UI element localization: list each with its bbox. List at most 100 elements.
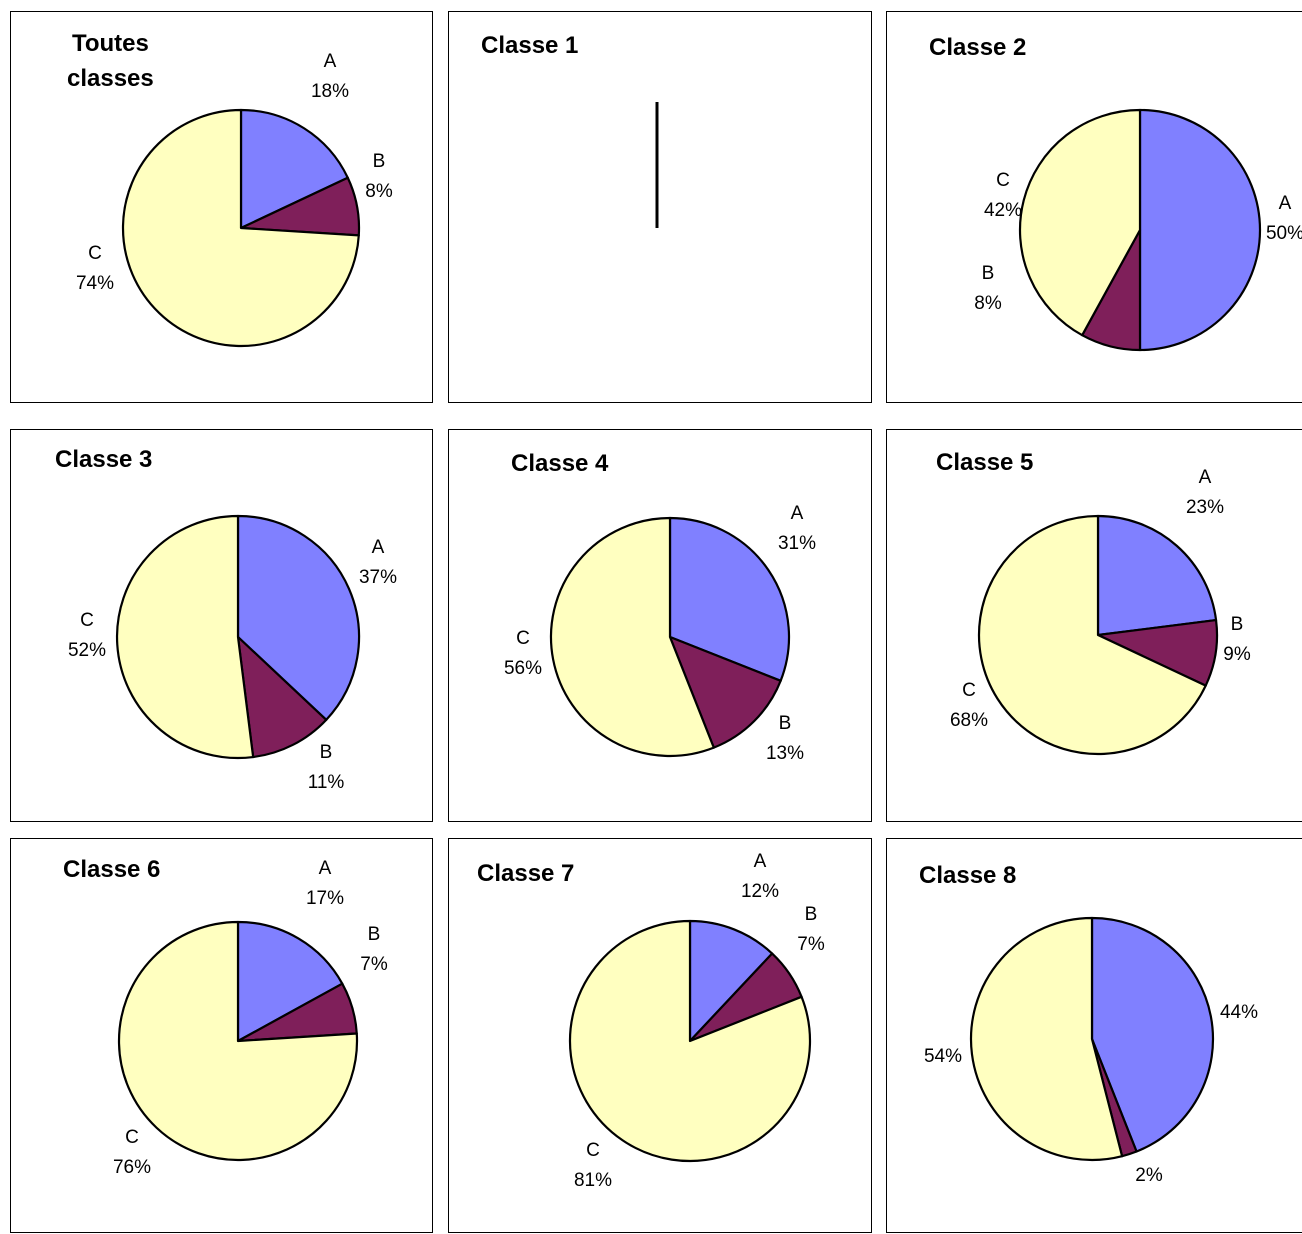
slice-label-percent: 54% xyxy=(924,1046,962,1067)
slice-label-percent: 44% xyxy=(1220,1002,1258,1023)
slice-label-percent: 17% xyxy=(306,888,344,909)
pie-chart: A 31% B 13% C 56% xyxy=(504,503,816,764)
pie-chart: 44% 2% 54% xyxy=(924,916,1258,1186)
chart-title-line: Classe 3 xyxy=(55,446,153,473)
slice-label-percent: 42% xyxy=(984,200,1022,221)
chart-title: Classe 3 xyxy=(55,442,152,477)
chart-panel: Classe 3 A 37% B 11% C 52% xyxy=(10,429,433,822)
pie-slice-a xyxy=(1096,514,1218,637)
slice-label-percent: 74% xyxy=(76,273,114,294)
slice-label-category: B xyxy=(320,742,333,763)
slice-label-category: B xyxy=(368,924,381,945)
slice-label-percent: 23% xyxy=(1186,497,1224,518)
slice-label-category: C xyxy=(516,628,530,649)
slice-label-percent: 37% xyxy=(359,567,397,588)
slice-label-category: A xyxy=(324,51,337,72)
pie-slice-c xyxy=(115,514,255,760)
slice-label-category: A xyxy=(754,851,767,872)
pie-slice-a xyxy=(1138,108,1262,352)
chart-title-line: classes xyxy=(67,65,154,92)
pie-chart: A 37% B 11% C 52% xyxy=(68,514,397,793)
chart-title: Classe 7 xyxy=(477,856,574,891)
chart-title: Classe 6 xyxy=(63,852,160,887)
pie-slice-a xyxy=(236,920,344,1043)
slice-label-category: B xyxy=(805,904,818,925)
slice-label-percent: 9% xyxy=(1223,644,1251,665)
slice-label-category: A xyxy=(1279,193,1292,214)
slice-label-category: A xyxy=(791,503,804,524)
slice-label-category: C xyxy=(996,170,1010,191)
slice-label-percent: 13% xyxy=(766,743,804,764)
pie-chart: A 12% B 7% C 81% xyxy=(568,851,825,1191)
chart-title: Classe 8 xyxy=(919,858,1016,893)
slice-label-percent: 12% xyxy=(741,881,779,902)
pie-slice-c xyxy=(117,920,359,1162)
chart-panel: Classe 4 A 31% B 13% C 56% xyxy=(448,429,872,822)
chart-title-line: Classe 2 xyxy=(929,34,1027,61)
chart-title-line: Classe 8 xyxy=(919,862,1017,889)
slice-label-percent: 2% xyxy=(1135,1165,1163,1186)
slice-label-percent: 56% xyxy=(504,658,542,679)
chart-panel: Classe 5 A 23% B 9% C 68% xyxy=(886,429,1302,822)
chart-title: Classe 5 xyxy=(936,445,1033,480)
chart-title-line: Classe 4 xyxy=(511,450,609,477)
pie-chart xyxy=(655,102,659,228)
chart-panel: Classe 1 xyxy=(448,11,872,403)
slice-label-category: A xyxy=(319,858,332,879)
slice-label-category: C xyxy=(586,1140,600,1161)
pie-slice-c xyxy=(977,514,1207,756)
slice-label-percent: 8% xyxy=(365,181,393,202)
slice-label-percent: 52% xyxy=(68,640,106,661)
pie-chart: A 17% B 7% C 76% xyxy=(113,858,388,1178)
slice-label-category: B xyxy=(982,263,995,284)
chart-title: Classe 4 xyxy=(511,446,608,481)
slice-label-percent: 7% xyxy=(360,954,388,975)
chart-panel: Classe 2 A 50% B 8% C 42% xyxy=(886,11,1302,403)
chart-title-line: Classe 7 xyxy=(477,860,575,887)
slice-label-percent: 76% xyxy=(113,1157,151,1178)
slice-label-category: C xyxy=(962,680,976,701)
slice-label-category: C xyxy=(80,610,94,631)
slice-label-percent: 7% xyxy=(797,934,825,955)
slice-label-category: B xyxy=(1231,614,1244,635)
slice-label-category: A xyxy=(1199,467,1212,488)
pie-slice-a xyxy=(239,108,349,230)
pie-slice-c xyxy=(121,108,360,348)
pie-slice-b xyxy=(668,635,782,749)
slice-label-category: C xyxy=(125,1127,139,1148)
slice-label-category: C xyxy=(88,243,102,264)
pie-chart: A 50% B 8% C 42% xyxy=(974,108,1302,352)
pie-slice-c xyxy=(568,919,812,1163)
pie-slice-a xyxy=(236,514,361,721)
slice-label-percent: 50% xyxy=(1266,223,1302,244)
pie-slice-a xyxy=(688,919,774,1043)
slice-label-percent: 68% xyxy=(950,710,988,731)
pie-slice-b xyxy=(236,635,328,759)
chart-title: Classe 1 xyxy=(481,28,578,63)
chart-title-line: Classe 1 xyxy=(481,32,579,59)
slice-label-percent: 8% xyxy=(974,293,1002,314)
slice-label-percent: 11% xyxy=(308,772,345,793)
chart-panel: Classe 6 A 17% B 7% C 76% xyxy=(10,838,433,1233)
chart-title-line: Classe 5 xyxy=(936,449,1034,476)
chart-panel: Toutes classes A 18% B 8% C 74% xyxy=(10,11,433,403)
chart-panel: Classe 8 44% 2% 54% xyxy=(886,838,1302,1233)
slice-label-percent: 18% xyxy=(311,81,349,102)
chart-title: Classe 2 xyxy=(929,30,1026,65)
pie-slice-c xyxy=(969,916,1124,1162)
pie-slice-a xyxy=(1090,916,1215,1153)
slice-label-category: A xyxy=(372,537,385,558)
pie-slice-c xyxy=(549,516,715,758)
chart-title-line: Classe 6 xyxy=(63,856,161,883)
chart-title-line: Toutes xyxy=(71,30,149,57)
chart-title: Toutes classes xyxy=(67,26,154,96)
pie-slice-c xyxy=(1018,108,1142,337)
pie-chart: A 23% B 9% C 68% xyxy=(950,467,1251,756)
chart-panel: Classe 7 A 12% B 7% C 81% xyxy=(448,838,872,1233)
slice-label-percent: 31% xyxy=(778,533,816,554)
slice-label-category: B xyxy=(779,713,792,734)
pie-chart: A 18% B 8% C 74% xyxy=(76,51,393,348)
slice-label-category: B xyxy=(373,151,386,172)
pie-slice-a xyxy=(668,516,791,682)
slice-label-percent: 81% xyxy=(574,1170,612,1191)
